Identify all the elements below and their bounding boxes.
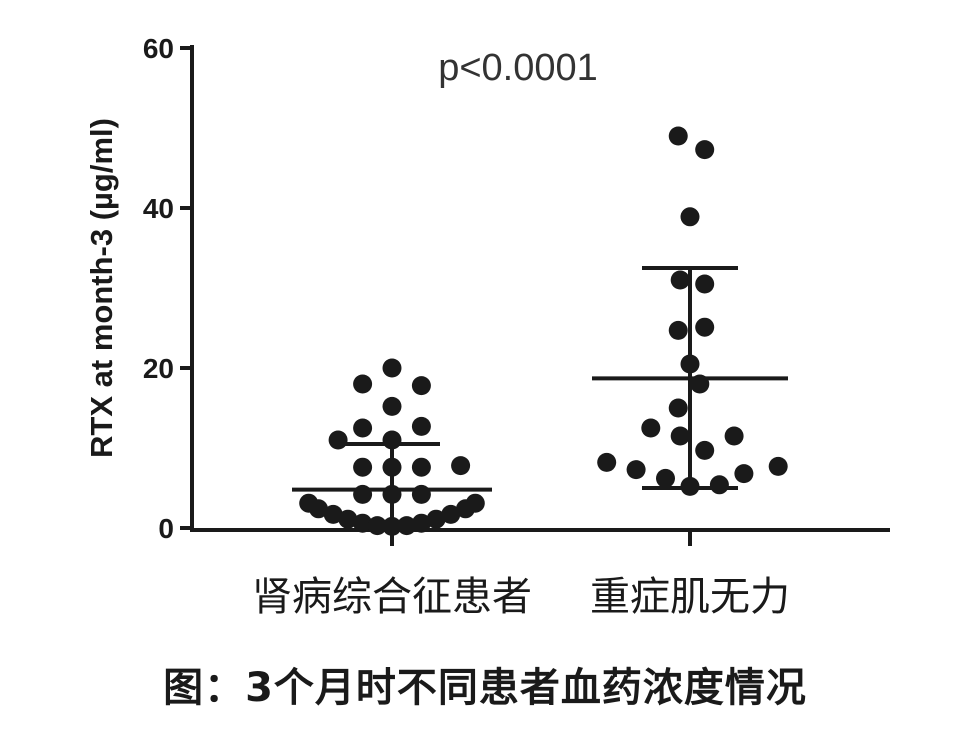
y-axis-label: RTX at month-3 (µg/ml) (84, 118, 119, 458)
y-tick-label: 0 (158, 513, 174, 544)
data-point (426, 509, 446, 529)
data-point (670, 270, 690, 290)
data-point (695, 440, 715, 460)
data-point (456, 499, 475, 519)
data-point (451, 456, 471, 476)
data-point (338, 509, 358, 529)
data-point (734, 464, 754, 484)
data-point (668, 320, 688, 340)
y-tick-label: 20 (143, 353, 174, 384)
y-ticks: 0 20 40 60 (143, 33, 192, 544)
data-point (411, 416, 431, 436)
data-point (411, 513, 431, 533)
data-point (656, 468, 675, 488)
figure-caption: 图：3个月时不同患者血药浓度情况 (163, 665, 807, 711)
data-point (411, 457, 431, 477)
data-point (641, 418, 661, 438)
group-2 (592, 126, 788, 496)
data-point (441, 504, 461, 524)
data-point (668, 126, 688, 146)
data-point (323, 504, 343, 524)
data-point (309, 499, 328, 519)
data-groups (292, 126, 788, 536)
data-point (695, 274, 715, 294)
x-category-label: 肾病综合征患者 (252, 574, 532, 620)
data-point (382, 396, 402, 416)
significance-annotation: p<0.0001 (438, 47, 598, 89)
data-point (670, 426, 690, 446)
data-point (709, 475, 729, 495)
scatter-plot: 0 20 40 60 肾病综合征患者 重症肌无力 RTX at month-3 (µg/… (84, 33, 890, 620)
data-point (768, 456, 788, 476)
data-point (353, 513, 373, 533)
data-point (367, 516, 387, 536)
y-tick-label: 40 (143, 193, 174, 224)
data-point (382, 358, 402, 378)
data-point (695, 140, 715, 160)
data-point (411, 376, 431, 396)
data-point (626, 460, 646, 480)
y-axis: 0 20 40 60 (143, 33, 194, 544)
data-point (353, 374, 373, 394)
data-point (680, 207, 700, 227)
data-point (668, 398, 688, 418)
data-point (353, 418, 373, 438)
x-ticks: 肾病综合征患者 重症肌无力 (252, 530, 790, 620)
x-category-label: 重症肌无力 (590, 574, 790, 620)
group-1 (292, 358, 492, 536)
data-point (397, 516, 417, 536)
x-axis: 肾病综合征患者 重症肌无力 (190, 528, 890, 620)
y-tick-label: 60 (143, 33, 174, 64)
data-point (353, 457, 373, 477)
data-point (328, 430, 348, 450)
data-point (724, 426, 744, 446)
data-point (695, 317, 715, 337)
data-point (597, 452, 617, 472)
